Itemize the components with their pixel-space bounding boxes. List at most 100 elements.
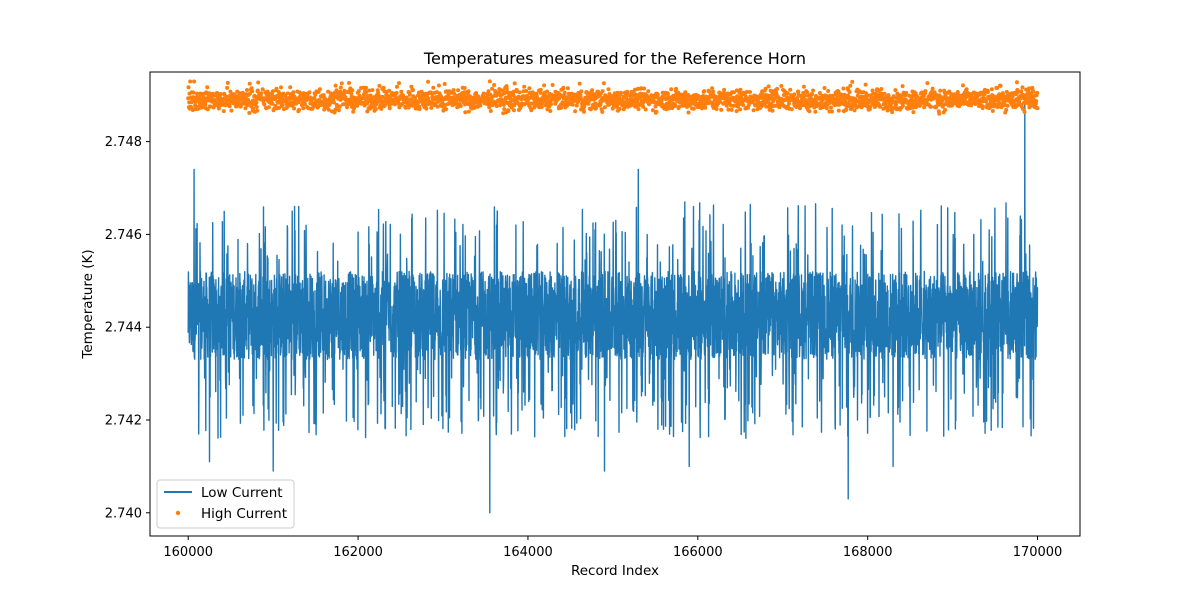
high-current-point	[929, 104, 933, 109]
high-current-point	[606, 87, 611, 92]
high-current-point	[582, 109, 586, 114]
x-tick-label: 170000	[1013, 545, 1063, 560]
high-current-point	[878, 104, 882, 109]
high-current-point	[766, 99, 771, 104]
high-current-point	[379, 106, 384, 111]
high-current-point	[255, 108, 260, 113]
high-current-point	[255, 88, 260, 93]
high-current-point	[673, 103, 678, 108]
high-current-point	[943, 108, 948, 112]
high-current-point	[429, 105, 434, 110]
x-tick-label: 162000	[333, 545, 383, 560]
y-tick-label: 2.742	[105, 414, 142, 429]
high-current-point	[836, 108, 841, 113]
high-current-point	[639, 86, 644, 91]
high-current-point	[923, 89, 928, 94]
high-current-point	[200, 105, 205, 110]
high-current-point	[522, 84, 527, 89]
high-current-point	[188, 79, 193, 84]
high-current-point	[810, 92, 815, 97]
high-current-point	[317, 87, 322, 92]
high-current-point	[474, 91, 479, 95]
high-current-point	[452, 91, 457, 96]
high-current-point	[524, 89, 529, 93]
high-current-point	[643, 107, 648, 112]
high-current-point	[734, 109, 739, 114]
high-current-point	[932, 90, 937, 95]
high-current-point	[527, 86, 532, 91]
high-current-point	[247, 81, 252, 86]
high-current-point	[326, 107, 331, 112]
high-current-point	[636, 107, 641, 112]
high-current-point	[831, 93, 835, 98]
high-current-point	[841, 86, 846, 91]
high-current-point	[646, 89, 651, 94]
high-current-point	[598, 102, 603, 107]
high-current-point	[577, 81, 582, 86]
high-current-point	[600, 89, 605, 94]
high-current-point	[186, 85, 191, 90]
high-current-point	[683, 90, 688, 95]
high-current-point	[395, 84, 399, 89]
high-current-point	[387, 88, 392, 93]
high-current-point	[356, 89, 361, 94]
high-current-point	[1000, 91, 1005, 96]
high-current-point	[205, 85, 210, 90]
high-current-point	[365, 109, 370, 114]
high-current-point	[368, 93, 373, 98]
high-current-point	[576, 99, 581, 104]
high-current-point	[259, 91, 264, 96]
high-current-point	[703, 105, 708, 110]
high-current-point	[442, 82, 447, 86]
high-current-point	[336, 108, 341, 113]
high-current-point	[686, 110, 691, 115]
high-current-point	[227, 104, 232, 109]
high-current-point	[509, 105, 514, 110]
high-current-point	[407, 92, 412, 97]
high-current-point	[650, 108, 655, 113]
high-current-point	[964, 87, 969, 92]
high-current-point	[512, 108, 516, 113]
high-current-point	[885, 108, 890, 113]
high-current-point	[969, 103, 974, 108]
high-current-point	[695, 97, 700, 101]
high-current-point	[786, 101, 791, 106]
high-current-point	[466, 89, 471, 94]
high-current-point	[801, 84, 806, 89]
high-current-point	[726, 107, 731, 112]
high-current-point	[208, 104, 213, 109]
high-current-point	[722, 87, 727, 92]
high-current-point	[894, 102, 898, 107]
high-current-point	[696, 93, 700, 98]
high-current-point	[674, 86, 679, 91]
legend: Low Current High Current	[156, 479, 295, 529]
high-current-point	[387, 106, 392, 111]
high-current-point	[909, 96, 914, 101]
high-current-point	[1019, 89, 1024, 94]
high-current-point	[748, 90, 752, 94]
high-current-point	[1020, 106, 1025, 111]
high-current-point	[288, 85, 293, 90]
high-current-point	[846, 100, 851, 105]
high-current-point	[313, 92, 318, 97]
high-current-point	[997, 100, 1001, 105]
high-current-point	[852, 108, 857, 113]
high-current-point	[1004, 107, 1009, 112]
high-current-point	[702, 89, 707, 94]
high-current-point	[550, 83, 555, 87]
high-current-point	[1021, 92, 1026, 97]
high-current-point	[352, 105, 357, 110]
high-current-point	[229, 108, 234, 113]
high-current-point	[570, 102, 575, 107]
high-current-point	[377, 83, 382, 88]
high-current-point	[488, 109, 493, 113]
high-current-point	[942, 90, 947, 95]
high-current-point	[481, 91, 486, 96]
high-current-point	[561, 85, 566, 90]
high-current-point	[355, 103, 360, 108]
high-current-point	[863, 82, 868, 87]
high-current-point	[424, 106, 429, 111]
high-current-point	[763, 86, 768, 91]
high-current-point	[618, 90, 623, 95]
high-current-point	[193, 103, 198, 108]
